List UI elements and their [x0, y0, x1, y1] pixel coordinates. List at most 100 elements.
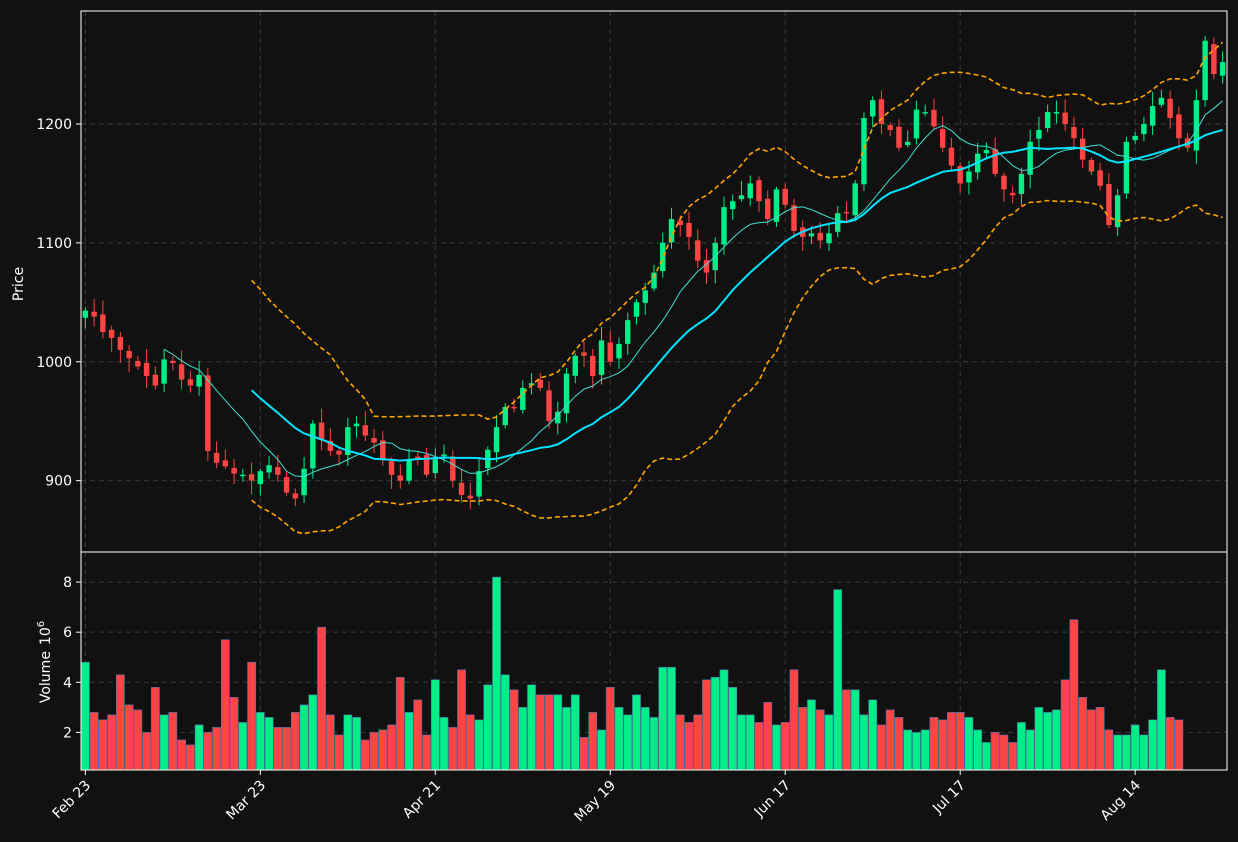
- volume-bar: [1017, 722, 1026, 771]
- candle-body: [117, 336, 124, 350]
- candle-body: [992, 149, 998, 174]
- volume-bar: [649, 717, 659, 771]
- candle-body: [922, 112, 928, 114]
- volume-bar: [422, 734, 431, 771]
- volume-bar: [1060, 679, 1070, 771]
- candle-body: [248, 474, 255, 481]
- candle-body: [651, 272, 657, 289]
- candle-body: [730, 201, 736, 210]
- lower-band-line: [251, 199, 1223, 535]
- volume-y-ticks: 2 4 6 8: [63, 575, 81, 741]
- candle-body: [511, 406, 517, 409]
- volume-bar: [1034, 707, 1044, 771]
- candle-body: [205, 375, 211, 451]
- candle-body: [257, 471, 264, 485]
- volume-bar: [290, 712, 300, 771]
- volume-bar: [702, 679, 711, 771]
- candle-body: [126, 350, 132, 359]
- volume-axis-label-text: Volume: [38, 651, 54, 703]
- volume-bar: [964, 717, 974, 771]
- candle-body: [537, 379, 543, 388]
- volume-tick-label: 8: [63, 575, 72, 591]
- candle-body: [1114, 195, 1121, 228]
- volume-bar: [168, 712, 178, 771]
- volume-bar: [247, 661, 256, 771]
- volume-bar: [1148, 719, 1158, 771]
- candle-body: [1036, 129, 1042, 139]
- candle-body: [388, 461, 395, 475]
- candle-body: [1176, 114, 1182, 139]
- candle-body: [432, 459, 439, 474]
- candle-body: [493, 427, 500, 453]
- volume-bar: [81, 661, 90, 771]
- candle-body: [581, 352, 587, 356]
- volume-bar: [553, 694, 563, 771]
- volume-tick-label: 2: [63, 725, 72, 741]
- candle-body: [616, 343, 622, 359]
- candle-body: [362, 425, 369, 436]
- candle-body: [721, 207, 727, 245]
- volume-bar: [658, 666, 668, 771]
- volume-bar: [1130, 724, 1140, 771]
- volume-bar: [675, 714, 685, 771]
- candle-body: [756, 180, 762, 202]
- candle-body: [467, 495, 474, 499]
- candle-body: [1219, 62, 1226, 76]
- candle-body: [765, 198, 771, 220]
- candle-body: [152, 374, 159, 386]
- candle-body: [695, 240, 701, 261]
- volume-bar: [728, 687, 738, 771]
- candle-body: [1053, 112, 1060, 114]
- candle-body: [1106, 183, 1112, 226]
- volume-bar: [614, 707, 624, 771]
- candle-body: [572, 355, 578, 376]
- candle-body: [590, 355, 596, 377]
- candle-body: [406, 459, 412, 481]
- volume-bar: [264, 717, 274, 771]
- candle-body: [791, 205, 797, 231]
- volume-bar: [807, 699, 816, 771]
- candle-body: [222, 460, 229, 467]
- volume-bar: [194, 724, 204, 771]
- candle-body: [546, 390, 552, 422]
- candle-body: [642, 290, 648, 303]
- candle-body: [450, 456, 456, 481]
- price-tick-label: 1100: [36, 236, 72, 252]
- volume-bar: [387, 724, 396, 771]
- volume-bar: [448, 727, 458, 771]
- price-grid: [81, 11, 1227, 552]
- candle-body: [100, 314, 106, 333]
- volume-bar: [89, 712, 99, 771]
- candle-body: [371, 438, 377, 443]
- candle-body: [231, 468, 237, 474]
- volume-bar: [150, 687, 160, 771]
- candle-body: [380, 440, 386, 460]
- volume-bar: [640, 707, 650, 771]
- volume-bar: [877, 724, 886, 771]
- candle-body: [939, 129, 946, 148]
- candle-body: [196, 374, 202, 387]
- candle-body: [983, 150, 990, 154]
- candle-body: [283, 477, 290, 493]
- candle-body: [607, 342, 613, 362]
- volume-bar: [990, 732, 1000, 771]
- volume-bar: [430, 679, 440, 771]
- candle-body: [318, 422, 325, 440]
- volume-bars: [81, 576, 1184, 771]
- candle-body: [966, 171, 972, 183]
- candle-body: [213, 452, 220, 463]
- candle-body: [135, 360, 141, 367]
- volume-bar: [999, 734, 1009, 771]
- volume-bar: [632, 694, 641, 771]
- candle-body: [808, 233, 815, 237]
- volume-bar: [579, 737, 589, 771]
- volume-bar: [798, 707, 808, 771]
- candle-body: [1097, 170, 1103, 186]
- volume-bar: [789, 669, 799, 771]
- candle-body: [1202, 40, 1208, 101]
- volume-bar: [413, 699, 423, 771]
- volume-bar: [920, 729, 930, 771]
- volume-bar: [133, 709, 143, 771]
- candle-body: [878, 99, 885, 124]
